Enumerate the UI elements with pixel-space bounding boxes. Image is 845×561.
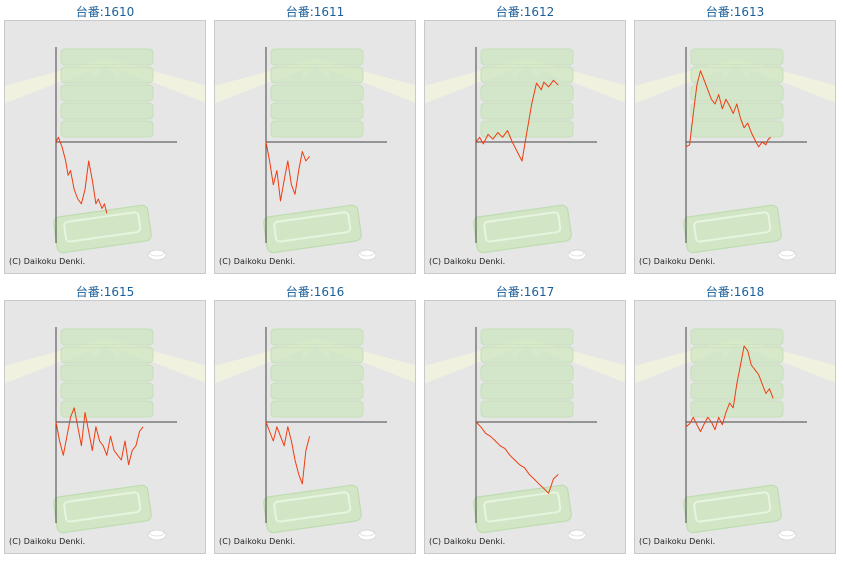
machine-title-link[interactable]: 台番:1616	[285, 285, 345, 299]
chart-panel: (C) Daikoku Denki.	[214, 20, 416, 274]
tray-decoration	[683, 204, 782, 254]
coin-icon	[357, 529, 377, 541]
stacked-trays-decoration	[60, 48, 154, 138]
copyright-text: (C) Daikoku Denki.	[639, 537, 716, 546]
coin-icon	[777, 529, 797, 541]
line-chart	[635, 327, 835, 541]
coin-icon	[147, 529, 167, 541]
stacked-trays-decoration	[690, 328, 784, 418]
series-line	[475, 421, 559, 494]
chart-panel: (C) Daikoku Denki.	[424, 20, 626, 274]
machine-card: 台番:1616 (C) Daikoku Denki.	[210, 280, 420, 560]
machine-card: 台番:1611 (C) Daikoku Denki.	[210, 0, 420, 280]
series-line	[685, 70, 772, 148]
machine-card: 台番:1618 (C) Daikoku Denki.	[630, 280, 840, 560]
machine-title-link[interactable]: 台番:1615	[75, 285, 135, 299]
chart-panel: (C) Daikoku Denki.	[424, 300, 626, 554]
machine-card: 台番:1612 (C) Daikoku Denki.	[420, 0, 630, 280]
coin-icon	[777, 249, 797, 261]
copyright-text: (C) Daikoku Denki.	[429, 257, 506, 266]
coin-icon	[147, 249, 167, 261]
machine-title-link[interactable]: 台番:1610	[75, 5, 135, 19]
coin-icon	[567, 529, 587, 541]
series-line	[55, 136, 108, 214]
copyright-text: (C) Daikoku Denki.	[639, 257, 716, 266]
stacked-trays-decoration	[480, 48, 574, 138]
copyright-text: (C) Daikoku Denki.	[429, 537, 506, 546]
line-chart	[425, 327, 625, 541]
machine-card: 台番:1617 (C) Daikoku Denki.	[420, 280, 630, 560]
line-chart	[5, 327, 205, 541]
chart-panel: (C) Daikoku Denki.	[634, 20, 836, 274]
machine-title-link[interactable]: 台番:1612	[495, 5, 555, 19]
chart-panel: (C) Daikoku Denki.	[214, 300, 416, 554]
stacked-trays-decoration	[690, 48, 784, 138]
machine-title-link[interactable]: 台番:1611	[285, 5, 345, 19]
tray-decoration	[263, 484, 362, 534]
stacked-trays-decoration	[270, 328, 364, 418]
coin-icon	[357, 249, 377, 261]
series-line	[55, 407, 144, 466]
stacked-trays-decoration	[270, 48, 364, 138]
stacked-trays-decoration	[60, 328, 154, 418]
tray-decoration	[53, 204, 152, 254]
machine-title-link[interactable]: 台番:1617	[495, 285, 555, 299]
chart-panel: (C) Daikoku Denki.	[4, 20, 206, 274]
line-chart	[5, 47, 205, 261]
chart-panel: (C) Daikoku Denki.	[634, 300, 836, 554]
line-chart	[215, 47, 415, 261]
tray-decoration	[473, 204, 572, 254]
tray-decoration	[683, 484, 782, 534]
copyright-text: (C) Daikoku Denki.	[219, 537, 296, 546]
machine-title-link[interactable]: 台番:1618	[705, 285, 765, 299]
stacked-trays-decoration	[480, 328, 574, 418]
tray-decoration	[263, 204, 362, 254]
machine-card: 台番:1610 (C) Daikoku Denki.	[0, 0, 210, 280]
series-line	[265, 141, 310, 202]
series-line	[685, 345, 774, 432]
line-chart	[635, 47, 835, 261]
machine-card: 台番:1615 (C) Daikoku Denki.	[0, 280, 210, 560]
tray-decoration	[473, 484, 572, 534]
machine-card: 台番:1613 (C) Daikoku Denki.	[630, 0, 840, 280]
line-chart	[425, 47, 625, 261]
machine-title-link[interactable]: 台番:1613	[705, 5, 765, 19]
tray-decoration	[53, 484, 152, 534]
series-line	[475, 79, 559, 162]
chart-panel: (C) Daikoku Denki.	[4, 300, 206, 554]
series-line	[265, 421, 311, 485]
coin-icon	[567, 249, 587, 261]
copyright-text: (C) Daikoku Denki.	[219, 257, 296, 266]
line-chart	[215, 327, 415, 541]
copyright-text: (C) Daikoku Denki.	[9, 537, 86, 546]
copyright-text: (C) Daikoku Denki.	[9, 257, 86, 266]
